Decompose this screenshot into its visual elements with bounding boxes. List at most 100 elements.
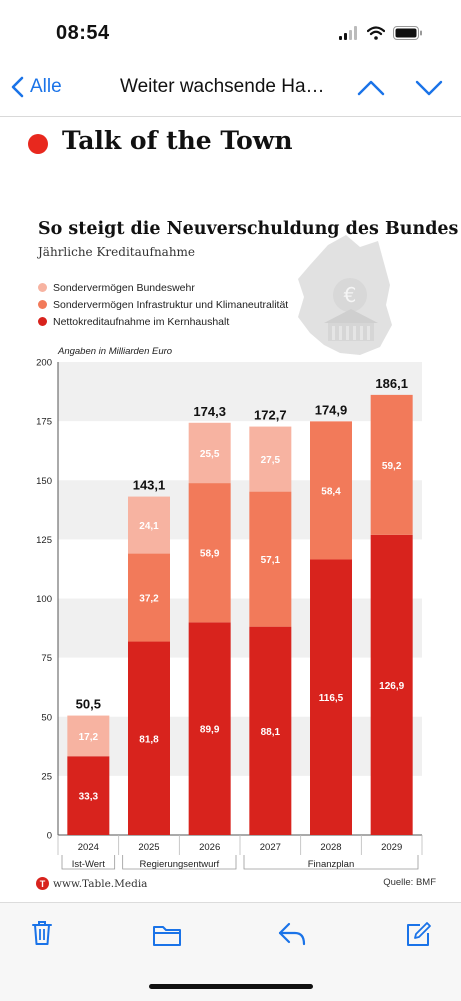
group-label: Regierungsentwurf xyxy=(139,859,219,870)
headline-text: Talk of the Town xyxy=(62,126,293,155)
bar-value-label: 33,3 xyxy=(79,792,99,803)
red-dot-icon xyxy=(28,133,48,154)
grid-band xyxy=(58,598,422,658)
brand-text: www.Table.Media xyxy=(53,877,148,890)
x-tick-label: 2025 xyxy=(138,842,159,853)
legend-label: Sondervermögen Infrastruktur und Klimane… xyxy=(53,298,289,311)
bar-value-label: 89,9 xyxy=(200,725,220,736)
chart: € 0 25 50 75 100 125 150 175 200 33,3 17,2 50,5 81,… xyxy=(28,205,458,895)
bar-value-label: 27,5 xyxy=(261,455,281,466)
y-tick-label: 100 xyxy=(36,594,52,605)
group-bracket xyxy=(243,855,419,870)
bar-value-label: 116,5 xyxy=(319,693,344,704)
y-tick-label: 50 xyxy=(41,712,52,723)
bar-segment xyxy=(67,715,110,757)
back-button[interactable]: Alle xyxy=(10,76,62,98)
bar-segment xyxy=(310,421,352,560)
bar-total-label: 186,1 xyxy=(375,376,408,391)
x-tick-label: 2026 xyxy=(199,842,220,853)
bar-segment xyxy=(128,496,170,554)
bar-total-label: 174,3 xyxy=(193,404,226,419)
legend-item-bundeswehr: Sondervermögen Bundeswehr xyxy=(38,279,288,296)
article-headline: Talk of the Town xyxy=(28,126,293,155)
status-bar: 08:54 xyxy=(0,0,461,62)
bar-segment xyxy=(128,641,170,835)
bar-segment xyxy=(188,483,231,623)
legend-item-kernhaushalt: Nettokreditaufnahme im Kernhaushalt xyxy=(38,313,288,330)
compose-icon[interactable] xyxy=(404,921,432,949)
bar-segment xyxy=(188,622,231,835)
grid-band xyxy=(58,480,422,540)
y-tick-label: 200 xyxy=(36,358,52,369)
chart-title: So steigt die Neuverschuldung des Bundes xyxy=(38,219,459,239)
group-label: Finanzplan xyxy=(308,859,354,870)
bar-segment xyxy=(128,553,170,642)
chart-legend: Sondervermögen Bundeswehr Sondervermögen… xyxy=(38,279,288,330)
bar-value-label: 126,9 xyxy=(379,681,404,692)
x-tick-label: 2027 xyxy=(260,842,281,853)
nav-title: Weiter wachsende Ha… xyxy=(120,76,325,97)
y-tick-label: 150 xyxy=(36,476,52,487)
chart-canvas: € 0 25 50 75 100 125 150 175 200 33,3 17,2 50,5 81,… xyxy=(36,235,423,870)
legend-swatch xyxy=(38,283,47,292)
bar-value-label: 24,1 xyxy=(139,521,159,532)
grid-band xyxy=(58,362,422,422)
bar-value-label: 81,8 xyxy=(139,734,159,745)
chevron-down-icon[interactable] xyxy=(415,76,443,100)
table-media-logo-icon: T xyxy=(36,877,49,890)
trash-icon[interactable] xyxy=(30,919,54,947)
bar-segment xyxy=(67,756,110,835)
bar-segment xyxy=(188,422,231,484)
bar-segment xyxy=(249,626,292,835)
bar-segment xyxy=(370,534,413,835)
nav-arrows xyxy=(357,76,443,100)
legend-swatch xyxy=(38,317,47,326)
brand[interactable]: T www.Table.Media xyxy=(36,877,147,890)
bar-value-label: 37,2 xyxy=(139,594,159,605)
chevron-up-icon[interactable] xyxy=(357,76,385,100)
unit-note: Angaben in Milliarden Euro xyxy=(58,346,173,357)
bar-value-label: 59,2 xyxy=(382,461,402,472)
bar-value-label: 88,1 xyxy=(261,727,281,738)
grid-band xyxy=(58,716,422,776)
bar-segment xyxy=(370,394,413,535)
y-tick-label: 75 xyxy=(41,653,52,664)
bar-total-label: 143,1 xyxy=(133,478,166,493)
bar-value-label: 58,4 xyxy=(321,486,341,497)
source-text: Quelle: BMF xyxy=(383,877,436,888)
svg-text:€: € xyxy=(344,283,357,307)
bar-segment xyxy=(249,426,292,492)
y-tick-label: 25 xyxy=(41,771,52,782)
group-bracket xyxy=(61,855,116,870)
chart-subtitle: Jährliche Kreditaufnahme xyxy=(38,245,196,259)
bar-segment xyxy=(310,559,352,835)
legend-label: Nettokreditaufnahme im Kernhaushalt xyxy=(53,315,230,328)
bar-total-label: 172,7 xyxy=(254,408,287,423)
bar-value-label: 25,5 xyxy=(200,449,220,460)
bar-value-label: 58,9 xyxy=(200,549,220,560)
chevron-left-icon xyxy=(11,76,24,98)
legend-swatch xyxy=(38,300,47,309)
group-label: Ist-Wert xyxy=(72,859,105,870)
back-label: Alle xyxy=(30,76,62,97)
folder-icon[interactable] xyxy=(152,923,182,947)
legend-item-infrastruktur: Sondervermögen Infrastruktur und Klimane… xyxy=(38,296,288,313)
home-indicator xyxy=(149,984,313,989)
status-time: 08:54 xyxy=(56,22,110,44)
germany-map-icon: € xyxy=(298,235,392,355)
bar-segment xyxy=(249,491,292,627)
bar-value-label: 17,2 xyxy=(79,732,99,743)
battery-icon xyxy=(393,26,422,40)
legend-label: Sondervermögen Bundeswehr xyxy=(53,281,195,294)
nav-bar: Alle Weiter wachsende Ha… xyxy=(0,62,461,117)
y-tick-label: 175 xyxy=(36,417,52,428)
x-tick-label: 2024 xyxy=(78,842,99,853)
status-icons xyxy=(339,26,423,40)
bar-value-label: 57,1 xyxy=(261,555,281,566)
y-tick-label: 0 xyxy=(47,831,52,842)
group-bracket xyxy=(122,855,237,870)
y-tick-label: 125 xyxy=(36,535,52,546)
bar-total-label: 50,5 xyxy=(76,697,101,712)
x-tick-label: 2029 xyxy=(381,842,402,853)
reply-icon[interactable] xyxy=(277,921,307,947)
